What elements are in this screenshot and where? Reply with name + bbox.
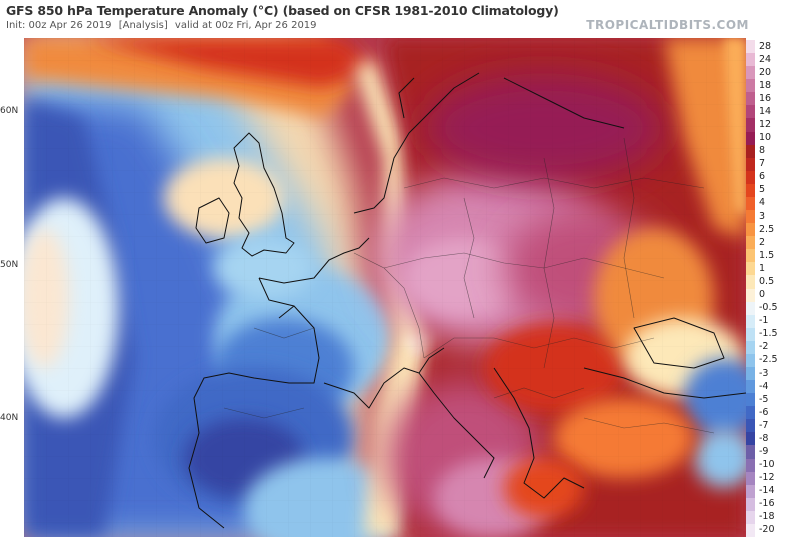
colorbar-label: 1.5 (759, 249, 775, 261)
colorbar-swatch (746, 275, 755, 289)
colorbar-label: -8 (759, 432, 769, 444)
colorbar-swatch (746, 432, 755, 446)
header: GFS 850 hPa Temperature Anomaly (°C) (ba… (0, 0, 789, 38)
colorbar-swatch (746, 301, 755, 316)
colorbar-label: 4 (759, 197, 766, 209)
colorbar-swatch (746, 53, 755, 67)
colorbar-swatch (746, 131, 755, 146)
colorbar-swatch (746, 523, 755, 537)
colorbar-swatch (746, 92, 755, 106)
colorbar-swatch (746, 144, 755, 159)
colorbar-label: 0 (759, 289, 766, 301)
colorbar-swatch (746, 105, 755, 119)
colorbar-swatch (746, 484, 755, 499)
colorbar-label: -4 (759, 380, 769, 392)
colorbar-swatch (746, 118, 755, 133)
colorbar-label: -12 (759, 472, 775, 484)
colorbar-swatch (746, 510, 755, 525)
colorbar-label: 7 (759, 158, 766, 170)
graticule (24, 38, 746, 537)
colorbar-label: 14 (759, 105, 772, 117)
colorbar-label: 6 (759, 171, 766, 183)
colorbar-label: -6 (759, 406, 769, 418)
map-title: GFS 850 hPa Temperature Anomaly (°C) (ba… (6, 3, 559, 18)
colorbar-swatch (746, 157, 755, 172)
colorbar-swatch (746, 340, 755, 355)
colorbar-label: 16 (759, 92, 772, 104)
colorbar-swatch (746, 236, 755, 250)
colorbar-swatch (746, 327, 755, 342)
colorbar-label: -10 (759, 459, 775, 471)
colorbar-swatch (746, 471, 755, 486)
colorbar-swatch (746, 288, 755, 303)
colorbar-swatch (746, 353, 755, 368)
colorbar-label: 12 (759, 119, 772, 130)
watermark: TROPICALTIDBITS.COM (586, 18, 749, 32)
colorbar-swatch (746, 40, 755, 54)
colorbar-label: -0.5 (759, 302, 778, 314)
colorbar-label: -7 (759, 419, 769, 431)
colorbar-swatch (746, 170, 755, 185)
colorbar-label: -2 (759, 341, 769, 353)
colorbar-label: -1.5 (759, 328, 778, 340)
colorbar-label: 28 (759, 40, 772, 52)
colorbar-swatch (746, 497, 755, 512)
colorbar-label: 8 (759, 145, 766, 157)
colorbar-swatch (746, 262, 755, 276)
anomaly-map-svg (24, 38, 746, 537)
lat-label-50n: 50N (0, 260, 19, 270)
colorbar-label: -20 (759, 524, 775, 536)
colorbar-label: 5 (759, 184, 766, 196)
colorbar-swatch (746, 380, 755, 394)
colorbar-label: -9 (759, 445, 769, 457)
colorbar-swatch (746, 393, 755, 407)
colorbar-swatch (746, 366, 755, 381)
colorbar-label: 24 (759, 53, 772, 65)
valid-time: valid at 00z Fri, Apr 26 2019 (174, 20, 317, 31)
colorbar-swatch (746, 79, 755, 93)
colorbar-label: 3 (759, 210, 766, 222)
colorbar-swatch (746, 314, 755, 329)
colorbar-label: -16 (759, 498, 775, 510)
anomaly-map[interactable] (24, 38, 746, 537)
colorbar-label: 10 (759, 132, 772, 144)
colorbar-label: -5 (759, 393, 769, 405)
colorbar-label: 18 (759, 79, 772, 91)
colorbar: 28 24 20 18 16 14 12 10 8 7 6 5 4 3 2.5 2 1.5 1 0.5 0 -0.5 -1… (746, 40, 789, 537)
colorbar-swatch (746, 196, 755, 211)
colorbar-label: 2 (759, 236, 766, 248)
colorbar-swatch (746, 445, 755, 460)
colorbar-label: -18 (759, 511, 775, 523)
colorbar-label: -1 (759, 315, 769, 327)
colorbar-swatch (746, 406, 755, 420)
colorbar-label: 20 (759, 66, 772, 78)
colorbar-swatch (746, 223, 755, 237)
lat-label-60n: 60N (0, 106, 19, 116)
colorbar-swatch (746, 183, 755, 198)
colorbar-label: 1 (759, 262, 766, 274)
colorbar-swatch (746, 249, 755, 263)
colorbar-label: 0.5 (759, 275, 775, 287)
colorbar-label: 2.5 (759, 223, 775, 235)
init-time: Init: 00z Apr 26 2019 (6, 20, 112, 31)
colorbar-swatch (746, 210, 755, 224)
analysis-tag: [Analysis] (118, 20, 168, 31)
colorbar-label: -2.5 (759, 354, 778, 366)
lat-label-40n: 40N (0, 413, 19, 423)
colorbar-label: -3 (759, 367, 769, 379)
map-subtitle: Init: 00z Apr 26 2019 [Analysis] valid a… (6, 20, 321, 31)
colorbar-swatch (746, 458, 755, 473)
colorbar-swatch (746, 66, 755, 80)
colorbar-swatch (746, 419, 755, 433)
colorbar-label: -14 (759, 485, 775, 497)
